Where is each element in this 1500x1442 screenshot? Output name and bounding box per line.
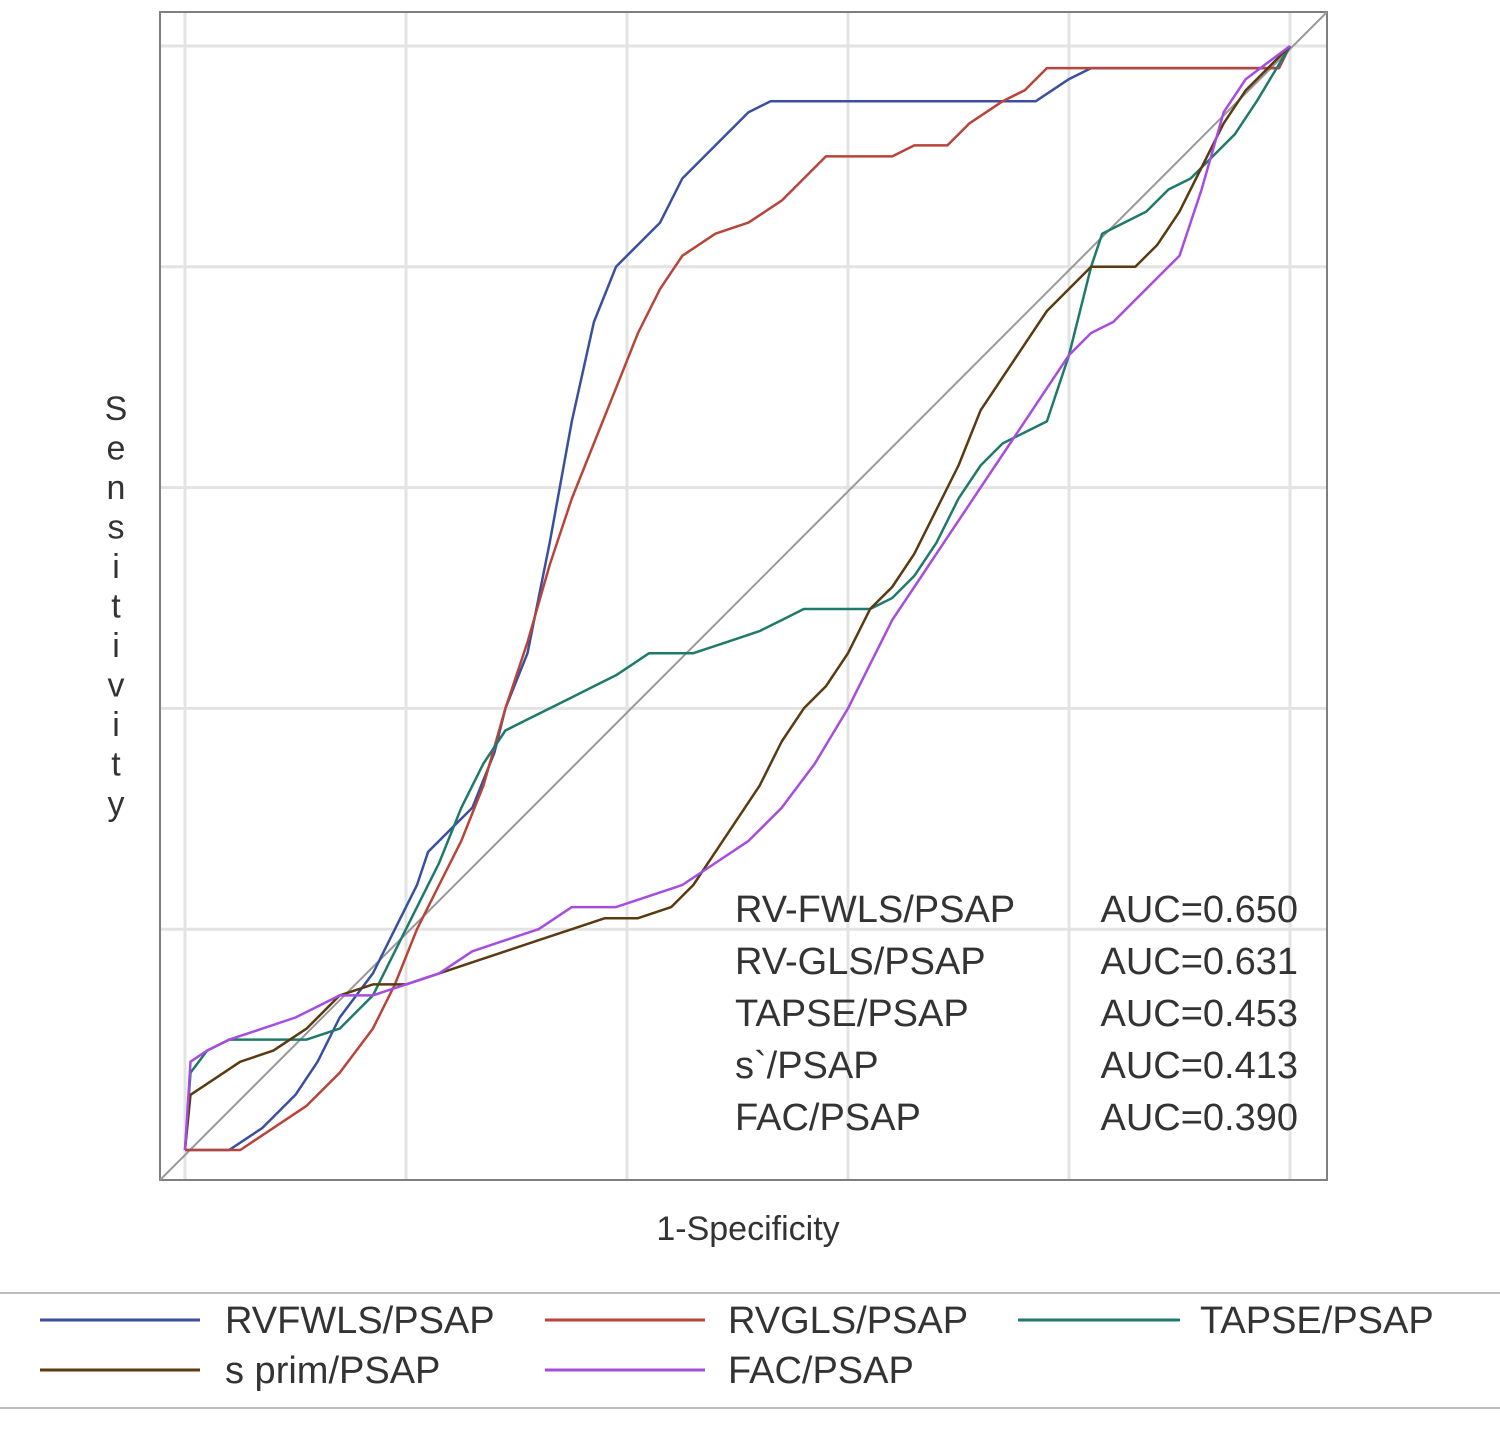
auc-label-value: AUC=0.631 bbox=[1100, 941, 1298, 983]
legend-label: s prim/PSAP bbox=[225, 1350, 440, 1392]
legend-label: FAC/PSAP bbox=[728, 1350, 914, 1392]
y-axis-title-letter: t bbox=[111, 746, 121, 784]
plot-frame bbox=[159, 11, 1328, 1181]
reference-diagonal-line bbox=[159, 11, 1328, 1181]
legend-label: RVFWLS/PSAP bbox=[225, 1300, 495, 1342]
auc-label-value: AUC=0.413 bbox=[1100, 1045, 1298, 1087]
y-axis-title-letter: i bbox=[112, 706, 120, 744]
y-axis-title-letter: e bbox=[107, 430, 126, 468]
series-line-3 bbox=[183, 45, 1292, 1151]
y-axis-title-letter: t bbox=[111, 588, 121, 626]
legend-label: RVGLS/PSAP bbox=[728, 1300, 968, 1342]
auc-label-name: s`/PSAP bbox=[735, 1045, 879, 1087]
series-lines bbox=[183, 44, 1292, 1152]
series-line-4 bbox=[183, 45, 1291, 1151]
y-axis-title-letter: S bbox=[105, 390, 128, 428]
series-line-5 bbox=[183, 44, 1291, 1151]
auc-label-name: FAC/PSAP bbox=[735, 1097, 921, 1139]
series-line-2 bbox=[185, 45, 1292, 1152]
auc-label-value: AUC=0.390 bbox=[1100, 1097, 1298, 1139]
y-axis-title-letter: y bbox=[108, 785, 125, 823]
auc-label-name: TAPSE/PSAP bbox=[735, 993, 969, 1035]
legend-label: TAPSE/PSAP bbox=[1200, 1300, 1434, 1342]
x-axis-title: 1-Specificity bbox=[656, 1210, 839, 1248]
y-axis-title-letter: s bbox=[108, 509, 125, 547]
y-axis-title-letter: v bbox=[108, 667, 125, 705]
auc-label-name: RV-FWLS/PSAP bbox=[735, 889, 1015, 931]
y-axis-title-letter: n bbox=[107, 469, 126, 507]
auc-label-value: AUC=0.453 bbox=[1100, 993, 1298, 1035]
auc-label-value: AUC=0.650 bbox=[1100, 889, 1298, 931]
y-axis-title-letter: i bbox=[112, 548, 120, 586]
auc-annotations: RV-FWLS/PSAP AUC=0.650 RV-GLS/PSAP AUC=0.63… bbox=[735, 889, 1298, 1139]
y-axis-title-letter: i bbox=[112, 627, 120, 665]
series-line-1 bbox=[185, 45, 1292, 1152]
legend: RVFWLS/PSAP RVGLS/PSAP TAPSE/PSAP s prim/PS… bbox=[0, 1292, 1500, 1409]
auc-label-name: RV-GLS/PSAP bbox=[735, 941, 986, 983]
